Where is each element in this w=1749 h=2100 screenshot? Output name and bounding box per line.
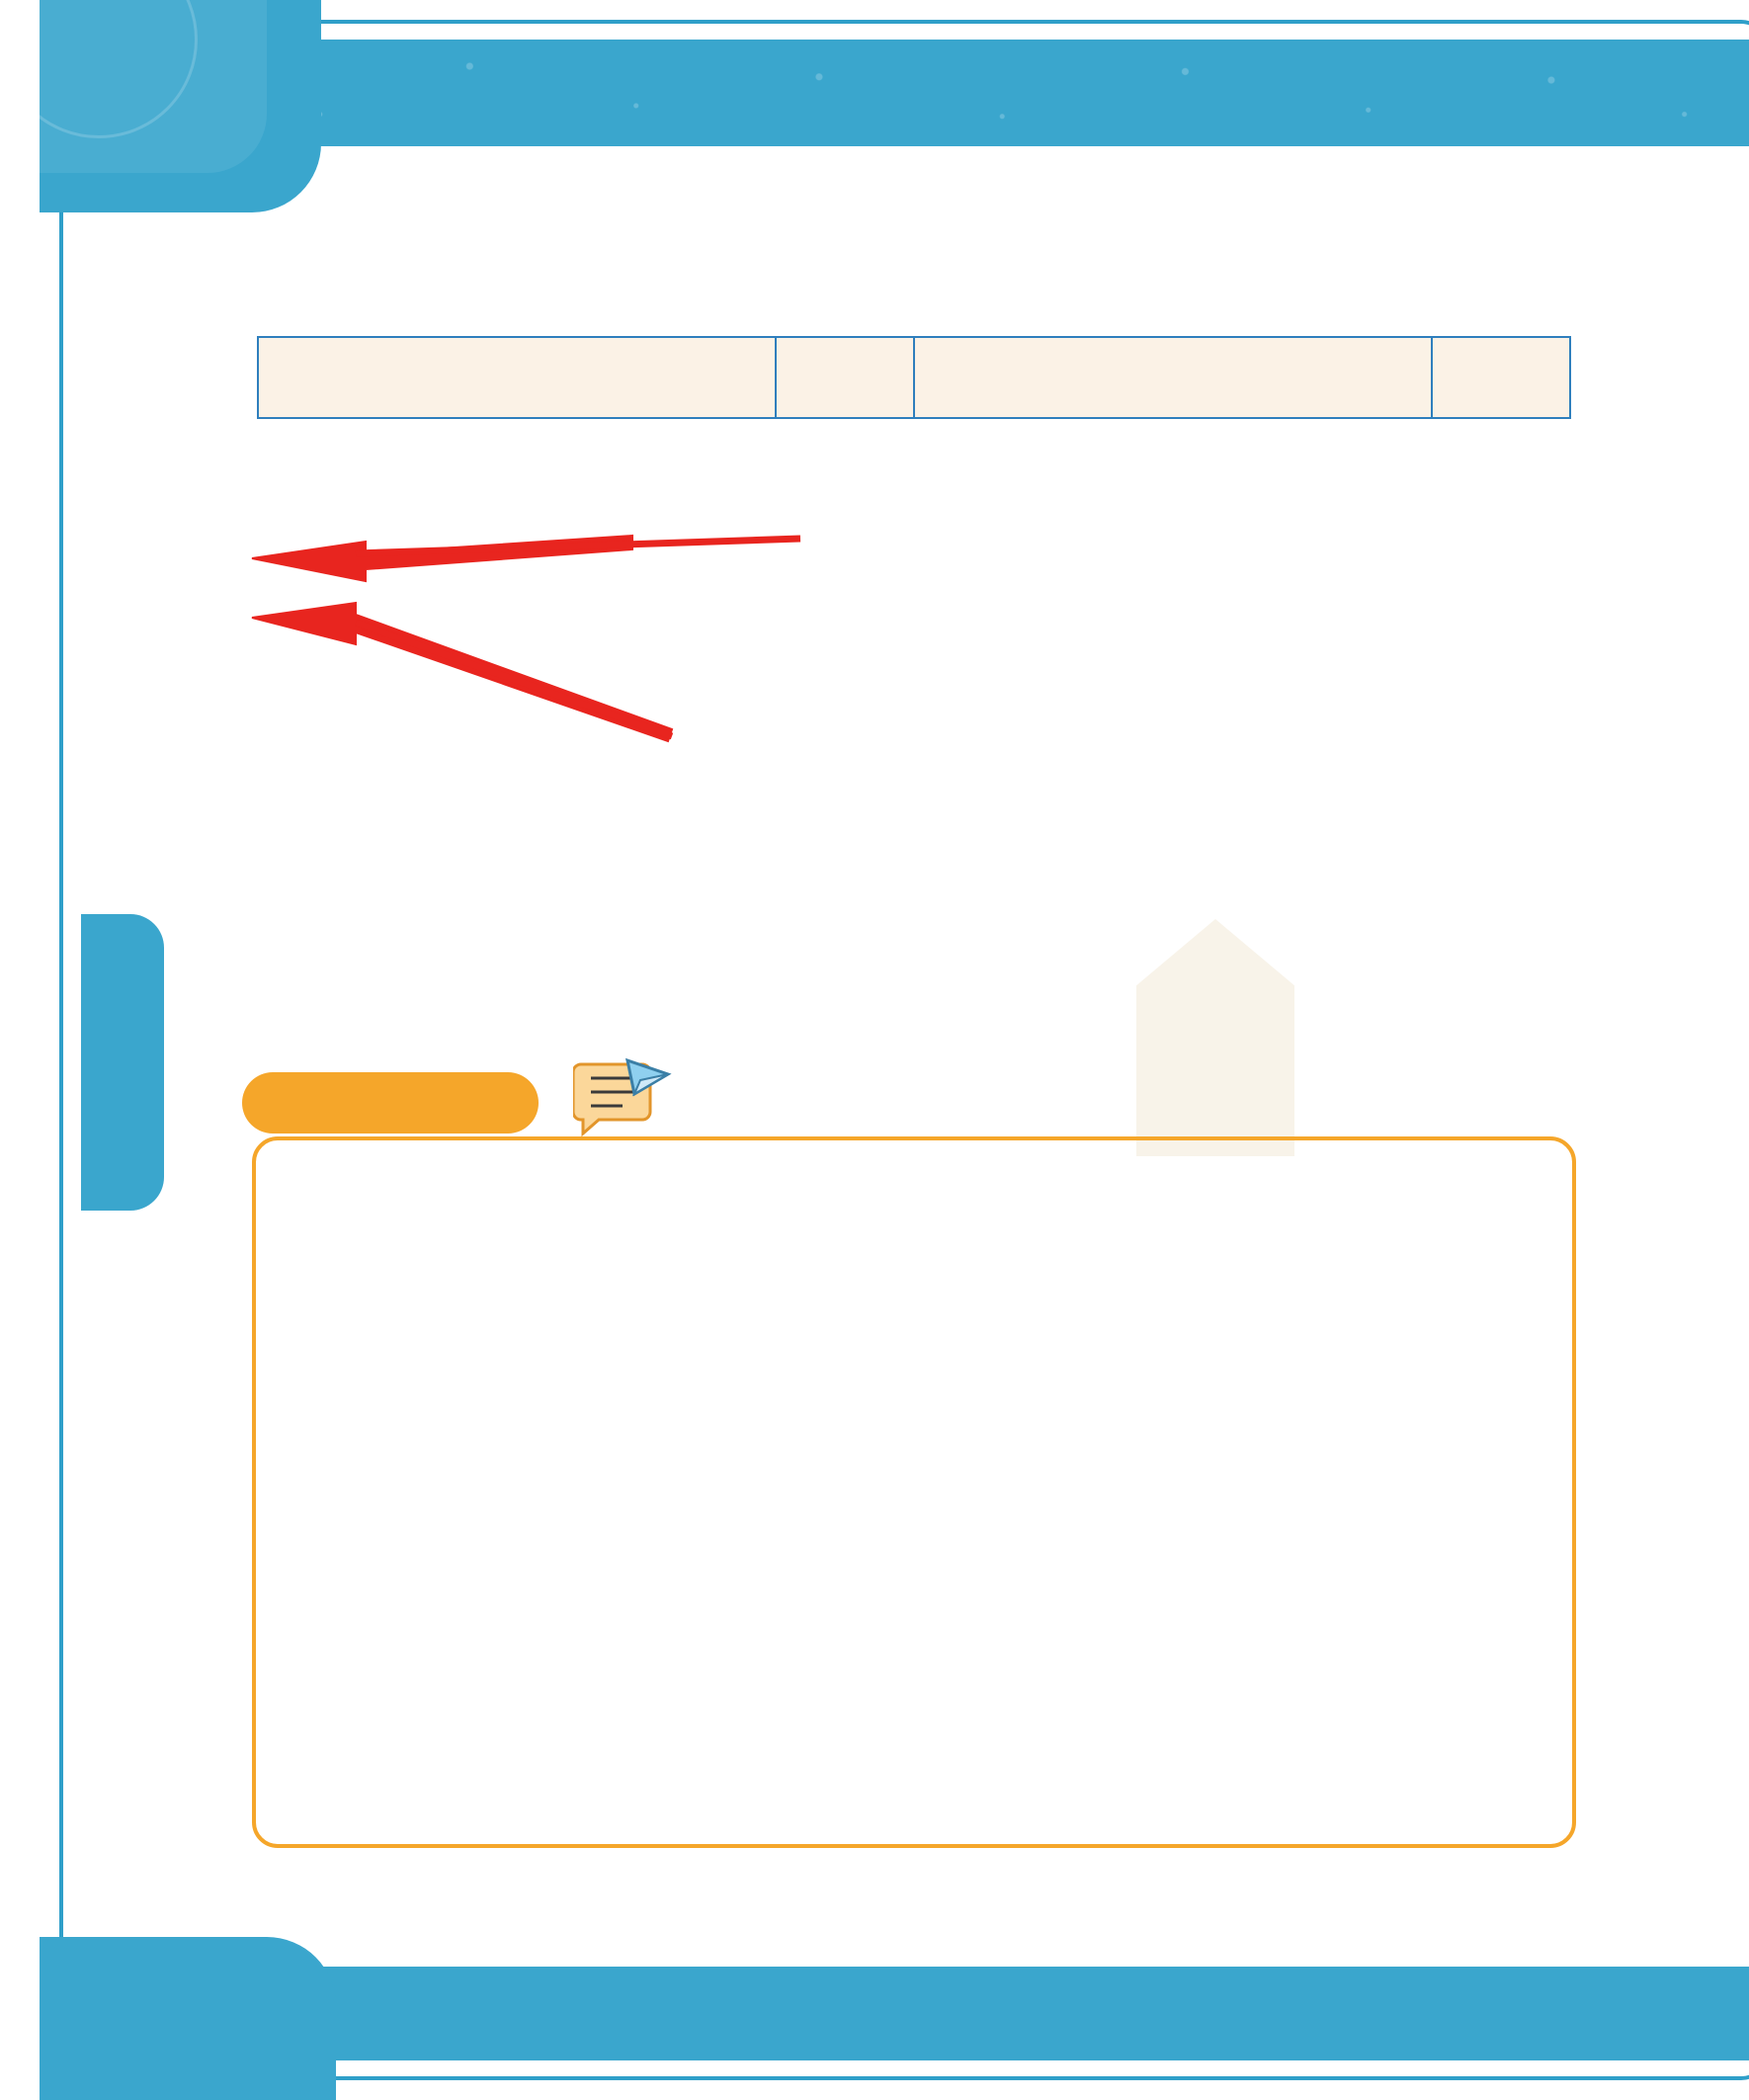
bottom-corner-shape (0, 1937, 296, 2100)
learn-banner (203, 1072, 499, 1134)
header-irab-left (218, 337, 736, 418)
arc-decoration (0, 0, 158, 138)
header-irab-right (874, 337, 1392, 418)
header-word-right (1392, 337, 1531, 418)
chapter-side-tab (42, 914, 125, 1211)
crossword-grid (237, 1240, 850, 1813)
table-header-row (218, 337, 1531, 418)
header-word-left (736, 337, 874, 418)
top-decorative-band (47, 40, 1711, 146)
top-corner-shape (0, 0, 282, 212)
band-pattern (47, 40, 1711, 146)
note-paperplane-icon (534, 1052, 632, 1141)
top-corner-shape-inner (0, 0, 227, 173)
bottom-decorative-band (47, 1967, 1711, 2060)
irab-table (217, 336, 1532, 419)
